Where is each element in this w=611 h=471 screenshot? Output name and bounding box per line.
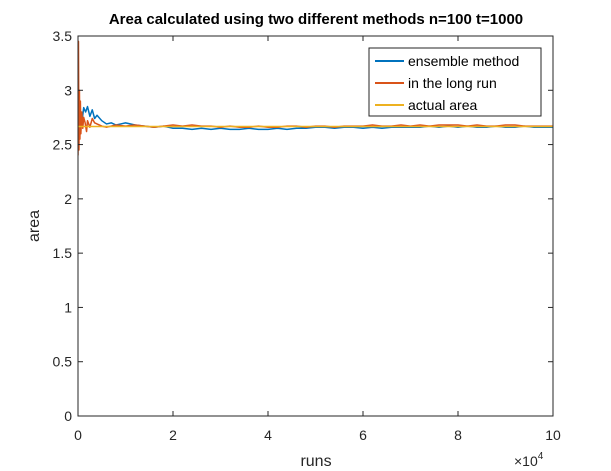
- legend[interactable]: ensemble method in the long run actual are…: [368, 47, 542, 117]
- exponent-base: ×10: [514, 453, 538, 469]
- y-tick-label: 3: [64, 82, 72, 98]
- x-tick-label: 8: [454, 427, 462, 443]
- y-axis-label: area: [26, 210, 43, 242]
- legend-label: ensemble method: [408, 53, 519, 69]
- y-tick-label: 0: [64, 408, 72, 424]
- y-tick-label: 3.5: [53, 28, 73, 44]
- x-axis: 0 2 4 6 8 10: [74, 36, 561, 443]
- plot-area: [78, 40, 553, 156]
- axes-box: [77, 35, 554, 417]
- y-tick-label: 2: [64, 191, 72, 207]
- x-tick-label: 2: [169, 427, 177, 443]
- legend-label: in the long run: [408, 75, 497, 91]
- x-tick-label: 10: [545, 427, 561, 443]
- y-tick-label: 1: [64, 299, 72, 315]
- y-tick-label: 0.5: [53, 354, 73, 370]
- svg-text:×104: ×104: [514, 451, 544, 469]
- x-axis-exponent: ×104: [514, 451, 544, 469]
- y-tick-label: 1.5: [53, 245, 73, 261]
- x-tick-label: 0: [74, 427, 82, 443]
- chart-title: Area calculated using two different meth…: [109, 11, 523, 28]
- x-tick-label: 4: [264, 427, 272, 443]
- y-tick-label: 2.5: [53, 137, 73, 153]
- legend-label: actual area: [408, 97, 477, 113]
- x-tick-label: 6: [359, 427, 367, 443]
- exponent-power: 4: [538, 451, 544, 462]
- y-axis: 0 0.5 1 1.5 2 2.5 3 3.5: [53, 28, 553, 424]
- x-axis-label: runs: [300, 453, 331, 470]
